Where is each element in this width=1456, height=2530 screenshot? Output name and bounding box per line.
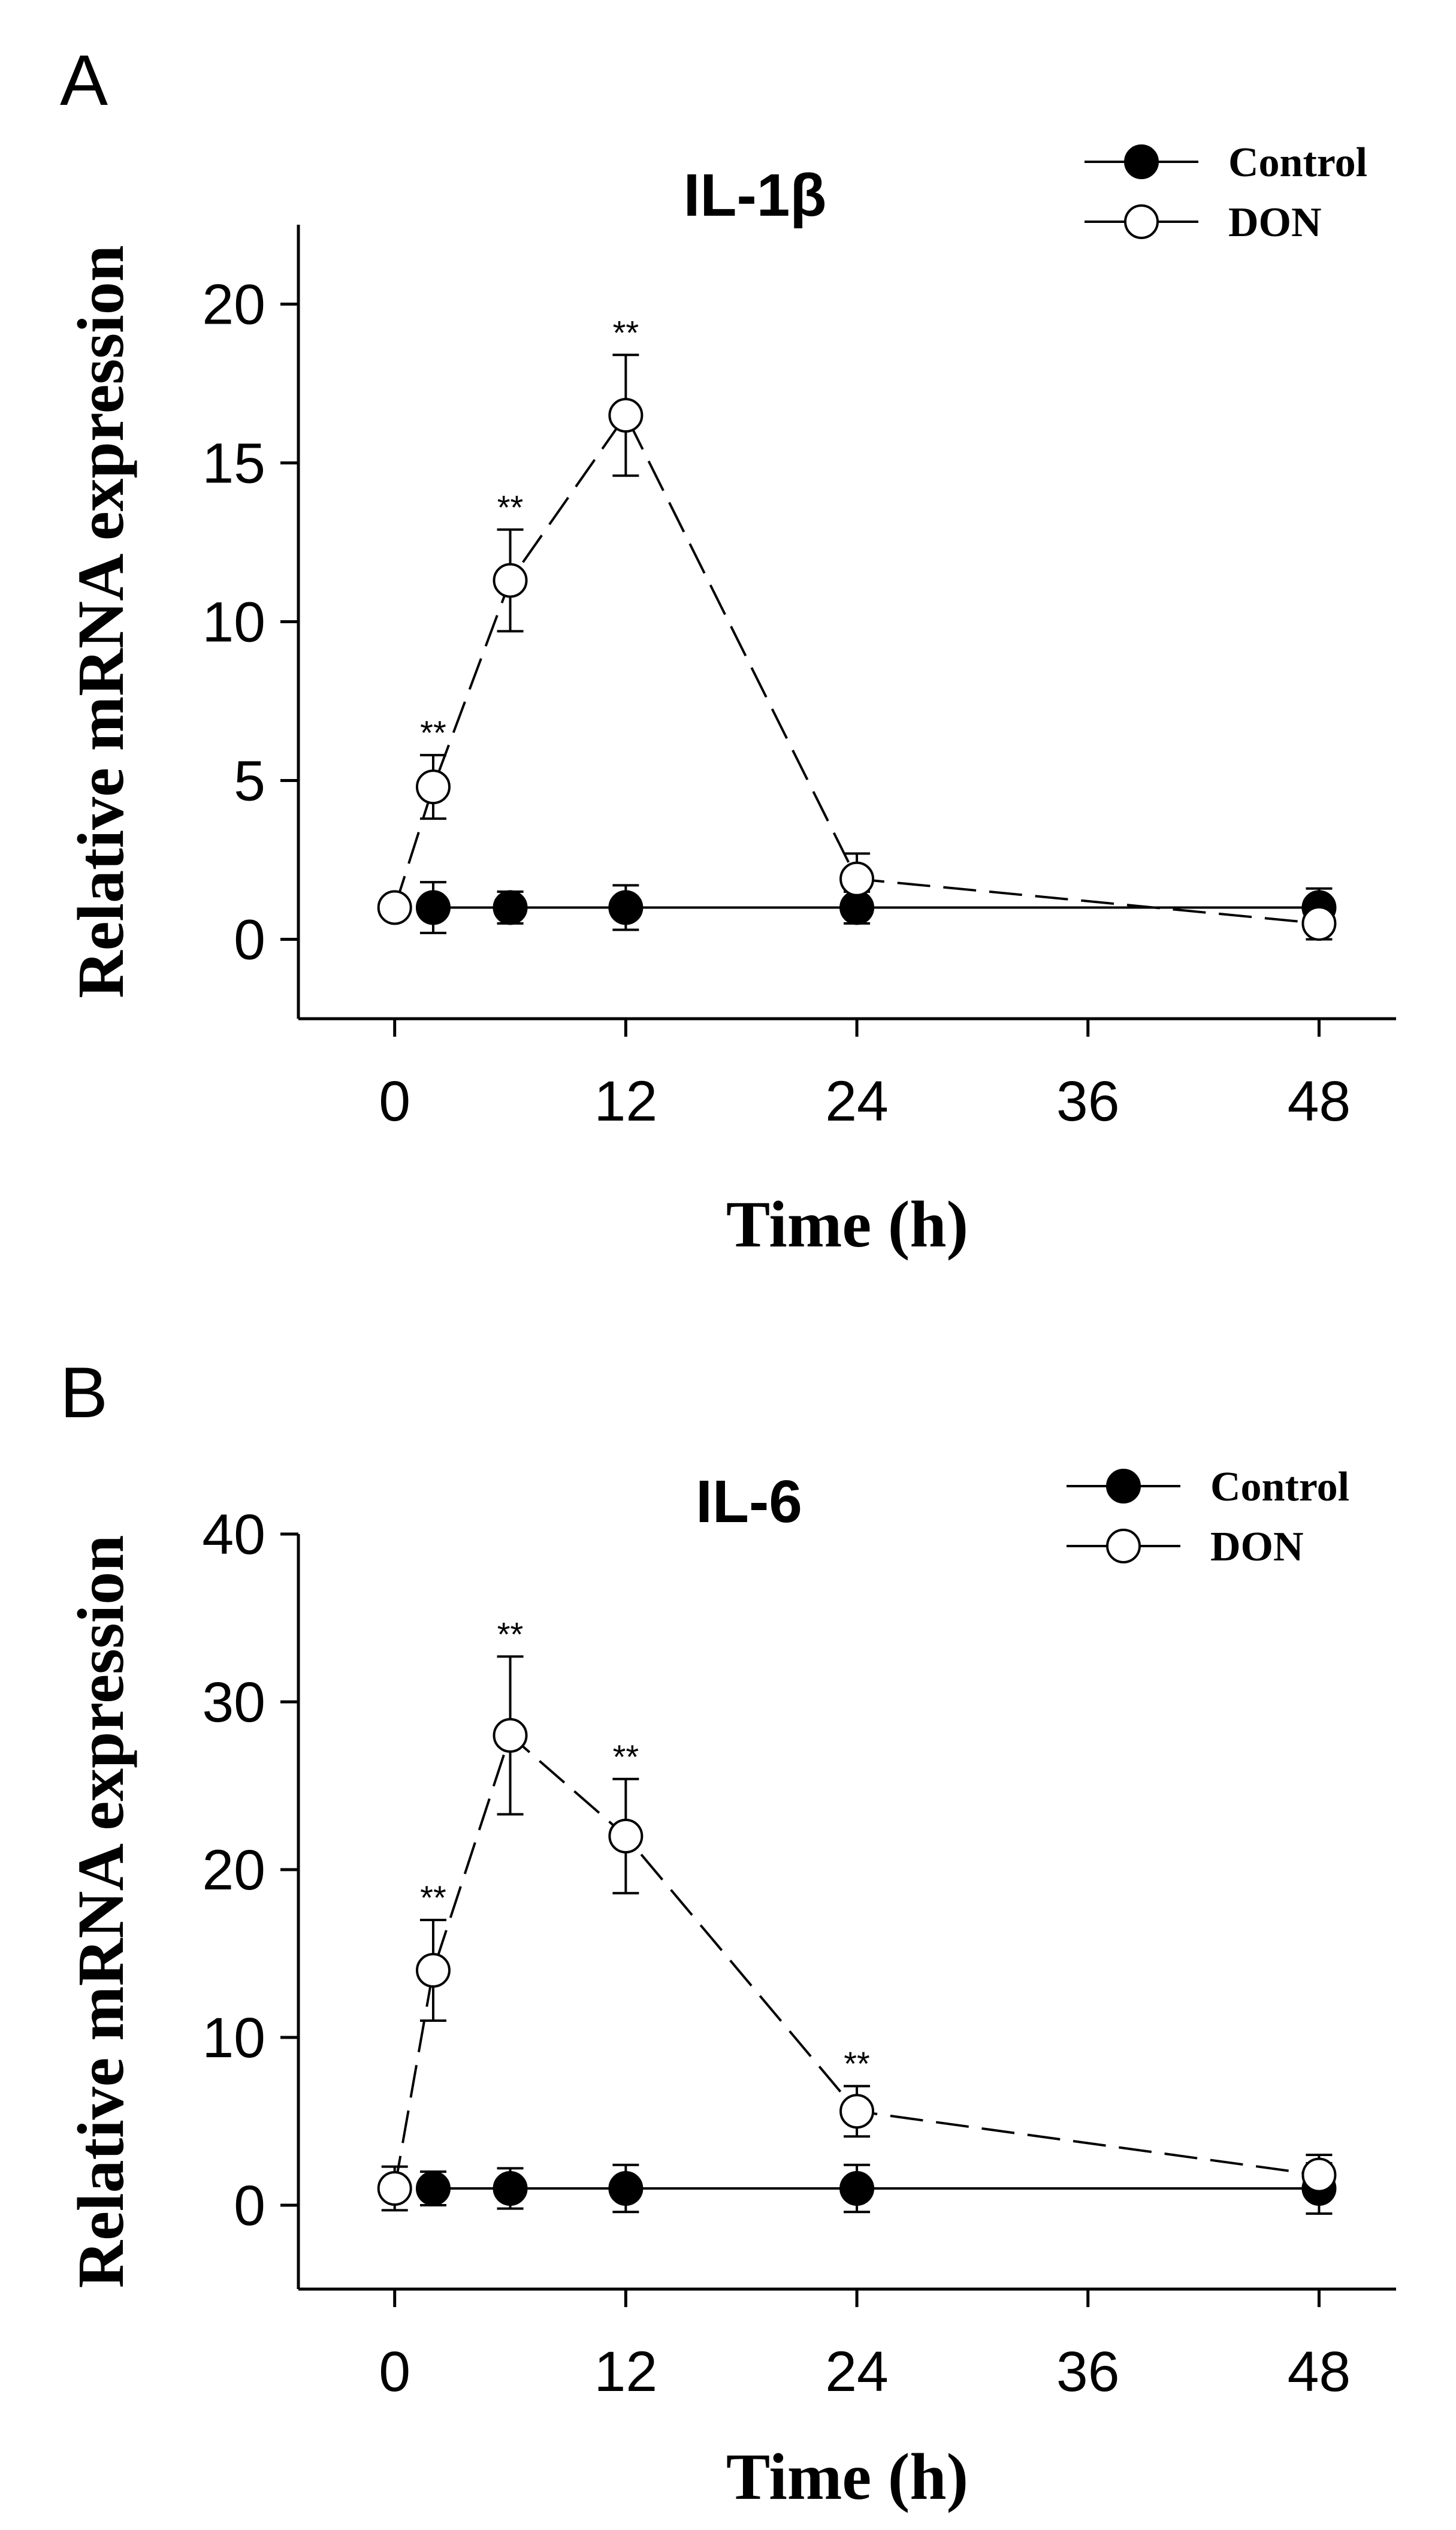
y-tick-label: 15 xyxy=(202,432,265,496)
x-tick-label: 0 xyxy=(379,2340,410,2404)
data-point-control xyxy=(493,2171,528,2206)
y-tick-label: 40 xyxy=(202,1503,265,1566)
legend-label-don: DON xyxy=(1210,1524,1304,1570)
significance-label: ** xyxy=(613,313,639,351)
series-line-don xyxy=(393,413,1319,925)
data-point-control xyxy=(493,890,528,925)
y-tick-label: 20 xyxy=(202,273,265,337)
y-tick-label: 20 xyxy=(202,1838,265,1902)
y-axis-label: Relative mRNA expression xyxy=(64,245,137,998)
significance-label: ** xyxy=(420,1879,446,1916)
significance-label: ** xyxy=(420,714,446,751)
x-tick-label: 36 xyxy=(1056,1070,1120,1133)
data-point-don xyxy=(415,1953,451,1988)
y-tick-label: 30 xyxy=(202,1671,265,1734)
data-point-don xyxy=(839,861,875,896)
data-point-don xyxy=(377,890,412,925)
data-point-don xyxy=(493,563,528,598)
x-tick-label: 0 xyxy=(379,1070,410,1133)
chart-title: IL-6 xyxy=(696,1468,802,1535)
legend-marker-don xyxy=(1106,1529,1141,1563)
significance-label: ** xyxy=(497,1615,524,1653)
data-point-don xyxy=(1301,906,1337,941)
data-point-don xyxy=(493,1718,528,1753)
data-point-don xyxy=(377,2171,412,2206)
data-point-control xyxy=(608,890,644,925)
data-point-don xyxy=(1301,2157,1337,2193)
data-point-control xyxy=(608,2171,644,2206)
x-tick-label: 36 xyxy=(1056,2340,1120,2404)
data-point-don xyxy=(608,1819,644,1853)
series-line-don xyxy=(393,1733,1319,2189)
data-point-don xyxy=(839,2094,875,2129)
y-tick-label: 5 xyxy=(234,750,265,813)
data-point-control xyxy=(415,2171,451,2206)
legend-marker-don xyxy=(1124,204,1159,239)
legend: Control DON xyxy=(1085,140,1367,246)
x-tick-label: 12 xyxy=(594,2340,658,2404)
chart-panel-a: A IL-1β 0 5 10 15 20 0 12 24 36 48 Relative mRNA exp… xyxy=(60,40,1396,1261)
legend-marker-control xyxy=(1106,1469,1141,1503)
x-axis-label: Time (h) xyxy=(726,2440,968,2513)
chart-title: IL-1β xyxy=(684,162,827,229)
legend-label-control: Control xyxy=(1228,140,1367,186)
x-tick-label: 12 xyxy=(594,1070,658,1133)
significance-label: ** xyxy=(844,2045,870,2082)
panel-letter: A xyxy=(60,40,108,120)
y-tick-label: 10 xyxy=(202,591,265,654)
chart-panel-b: B IL-6 0 10 20 30 40 0 12 24 36 48 Relative mRNA exp… xyxy=(60,1352,1396,2513)
legend-label-control: Control xyxy=(1210,1464,1349,1510)
significance-label: ** xyxy=(497,488,524,526)
x-tick-label: 24 xyxy=(825,1070,889,1133)
data-point-don xyxy=(415,769,451,805)
panel-letter: B xyxy=(60,1352,108,1433)
y-tick-label: 0 xyxy=(234,2174,265,2238)
significance-label: ** xyxy=(613,1738,639,1776)
data-point-don xyxy=(608,398,644,433)
x-tick-label: 48 xyxy=(1288,2340,1351,2404)
y-axis-label: Relative mRNA expression xyxy=(64,1535,137,2289)
legend: Control DON xyxy=(1067,1464,1349,1570)
data-point-control xyxy=(415,890,451,925)
x-tick-label: 48 xyxy=(1288,1070,1351,1133)
data-point-control xyxy=(839,2171,875,2206)
legend-marker-control xyxy=(1124,144,1159,179)
y-tick-label: 0 xyxy=(234,908,265,972)
legend-label-don: DON xyxy=(1228,200,1322,246)
x-tick-label: 24 xyxy=(825,2340,889,2404)
y-tick-label: 10 xyxy=(202,2006,265,2070)
x-axis-label: Time (h) xyxy=(726,1188,968,1261)
